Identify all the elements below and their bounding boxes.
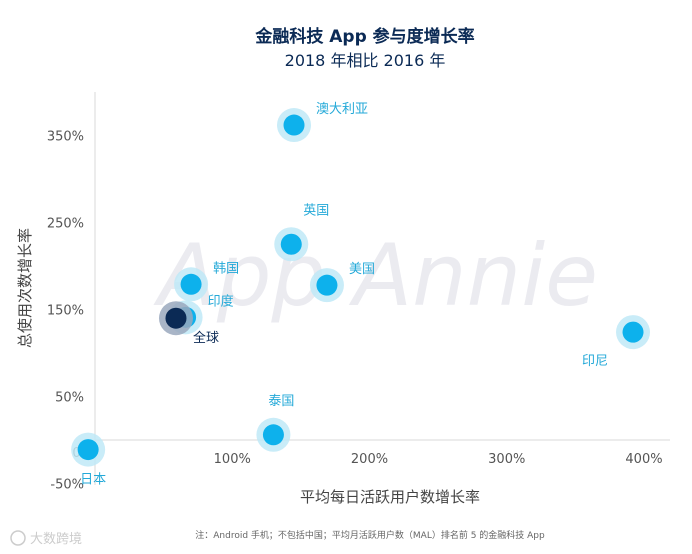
point-label: 美国 bbox=[349, 262, 375, 277]
y-tick-labels: -50% 50% 150% 250% 350% bbox=[47, 130, 84, 493]
scatter-point bbox=[280, 233, 302, 255]
y-tick-label: 150% bbox=[47, 304, 84, 319]
footer-logo-text: 大数跨境 bbox=[30, 532, 82, 547]
chart-subtitle: 2018 年相比 2016 年 bbox=[285, 51, 446, 70]
scatter-point bbox=[262, 424, 284, 446]
scatter-point bbox=[622, 321, 644, 343]
y-tick-label: -50% bbox=[50, 478, 84, 493]
point-label: 全球 bbox=[193, 330, 219, 346]
point-label: 英国 bbox=[303, 203, 329, 218]
scatter-point bbox=[180, 273, 202, 295]
x-axis-title: 平均每日活跃用户数增长率 bbox=[300, 488, 480, 506]
scatter-point bbox=[316, 274, 338, 296]
point-label: 韩国 bbox=[213, 261, 239, 276]
x-tick-labels: 0%100%200%300%400% bbox=[72, 446, 662, 467]
x-tick-label: 400% bbox=[625, 452, 662, 467]
point-label: 印尼 bbox=[582, 354, 608, 369]
logo-icon bbox=[10, 530, 26, 546]
point-label: 澳大利亚 bbox=[316, 101, 368, 117]
y-tick-label: 350% bbox=[47, 130, 84, 145]
scatter-point bbox=[165, 307, 187, 329]
y-tick-label: 250% bbox=[47, 217, 84, 232]
point-label: 日本 bbox=[80, 473, 106, 488]
chart-title: 金融科技 App 参与度增长率 bbox=[254, 26, 474, 47]
footer-logo: 大数跨境 bbox=[10, 530, 82, 547]
watermark: App Annie bbox=[153, 226, 598, 326]
point-label: 印度 bbox=[208, 293, 234, 309]
y-tick-label: 50% bbox=[55, 391, 84, 406]
footer-note: 注：Android 手机；不包括中国；平均月活跃用户数（MAL）排名前 5 的金… bbox=[195, 529, 545, 541]
x-tick-label: 200% bbox=[351, 452, 388, 467]
scatter-point bbox=[283, 114, 305, 136]
y-axis-title: 总使用次数增长率 bbox=[16, 228, 34, 348]
point-label: 泰国 bbox=[268, 394, 294, 409]
scatter-point bbox=[77, 439, 99, 461]
x-tick-label: 300% bbox=[488, 452, 525, 467]
x-tick-label: 100% bbox=[214, 452, 251, 467]
